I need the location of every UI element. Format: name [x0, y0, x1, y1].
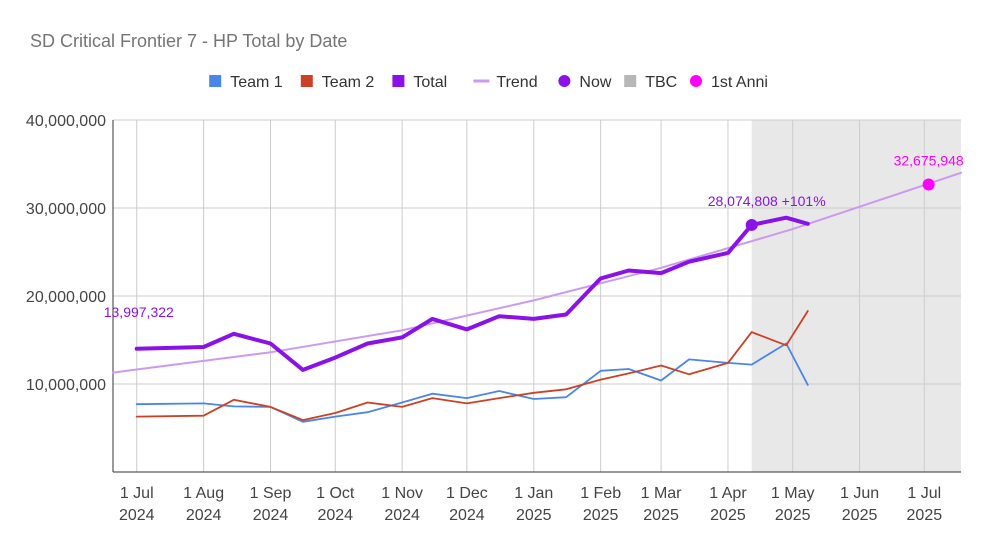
legend-label-total: Total [413, 74, 447, 91]
legend: Team 1 Team 2 Total Trend Now TBC 1st Anni [209, 74, 768, 91]
marker-now [745, 218, 758, 231]
marker-1st-anni [922, 178, 935, 191]
x-tick-year: 2024 [317, 507, 353, 524]
series-line-total [134, 215, 810, 372]
x-tick-label: 1 Jul [907, 485, 941, 502]
x-tick-label: 1 Oct [316, 485, 355, 502]
x-tick-year: 2024 [253, 507, 289, 524]
series-line-trend [112, 171, 962, 374]
x-tick-year: 2025 [516, 507, 552, 524]
x-tick-year: 2024 [119, 507, 155, 524]
legend-item-total: Total [392, 74, 447, 91]
x-tick-label: 1 Jan [514, 485, 553, 502]
x-tick-label: 1 Feb [580, 485, 621, 502]
series-line-team-2 [135, 310, 809, 422]
x-tick-label: 1 Aug [183, 485, 224, 502]
legend-item-now: Now [558, 74, 612, 91]
legend-item-trend: Trend [473, 74, 538, 91]
series-lines [112, 171, 962, 423]
markers [745, 178, 935, 231]
y-tick-label: 20,000,000 [26, 289, 106, 306]
x-tick-year: 2024 [186, 507, 222, 524]
gridlines [113, 119, 961, 472]
x-tick-label: 1 Jul [120, 485, 154, 502]
data-label: 32,675,948 [894, 152, 964, 168]
x-tick-year: 2024 [449, 507, 485, 524]
legend-item-tbc: TBC [624, 74, 677, 91]
legend-label-trend: Trend [496, 74, 537, 91]
y-tick-label: 10,000,000 [26, 377, 106, 394]
annotations: 13,997,322 28,074,808 +101% 32,675,948 [104, 152, 964, 319]
legend-item-team-1: Team 1 [209, 74, 283, 91]
x-tick-year: 2024 [384, 507, 420, 524]
legend-swatch-team-2 [300, 75, 313, 87]
legend-label-tbc: TBC [645, 74, 677, 91]
x-tick-year: 2025 [643, 507, 679, 524]
x-tick-label: 1 Sep [250, 485, 292, 502]
legend-swatch-1st-anni [690, 75, 702, 87]
legend-item-1st-anni: 1st Anni [690, 74, 768, 91]
x-tick-label: 1 Nov [381, 485, 423, 502]
x-tick-year: 2025 [583, 507, 619, 524]
y-tick-label: 30,000,000 [26, 201, 106, 218]
x-tick-label: 1 Jun [840, 485, 879, 502]
x-tick-year: 2025 [907, 507, 943, 524]
axes: 10,000,000 20,000,000 30,000,000 40,000,000… [26, 113, 961, 524]
legend-swatch-now [558, 75, 571, 87]
data-label: 13,997,322 [104, 304, 174, 320]
legend-label-now: Now [579, 74, 611, 91]
series-line-team-1 [135, 342, 809, 423]
legend-swatch-tbc [624, 75, 637, 87]
y-tick-label: 40,000,000 [26, 113, 106, 130]
chart-title: SD Critical Frontier 7 - HP Total by Dat… [30, 31, 347, 51]
x-tick-label: 1 Apr [709, 485, 747, 502]
x-tick-label: 1 May [771, 485, 815, 502]
legend-item-team-2: Team 2 [300, 74, 375, 91]
legend-swatch-total [392, 75, 405, 87]
x-tick-label: 1 Dec [446, 485, 488, 502]
legend-label-1st-anni: 1st Anni [711, 74, 768, 91]
x-tick-year: 2025 [775, 507, 811, 524]
x-tick-year: 2025 [842, 507, 878, 524]
x-tick-year: 2025 [710, 507, 746, 524]
x-tick-label: 1 Mar [641, 485, 683, 502]
legend-swatch-team-1 [209, 75, 222, 87]
data-label: 28,074,808 +101% [708, 193, 826, 209]
legend-label-team-2: Team 2 [322, 74, 375, 91]
legend-label-team-1: Team 1 [230, 74, 283, 91]
